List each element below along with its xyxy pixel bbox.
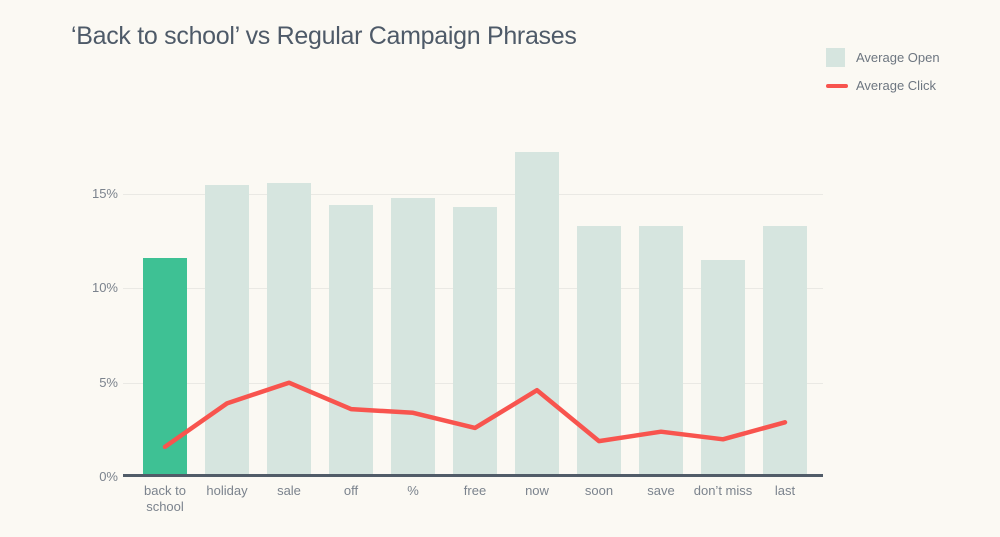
bar-holiday bbox=[205, 185, 249, 477]
x-label-back-to-school: back to school bbox=[144, 483, 186, 514]
bar-free bbox=[453, 207, 497, 477]
x-label-pct: % bbox=[407, 483, 419, 498]
x-label-last: last bbox=[774, 483, 796, 498]
y-tick-0pct: 0% bbox=[99, 469, 118, 484]
gridline-15pct bbox=[123, 194, 823, 195]
legend-label-average-open: Average Open bbox=[856, 50, 940, 65]
x-label-holiday: holiday bbox=[206, 483, 248, 498]
bar-last bbox=[763, 226, 807, 477]
average-click-line-path bbox=[162, 380, 788, 450]
plot-area bbox=[123, 140, 823, 477]
x-axis-line bbox=[123, 474, 823, 477]
x-label-soon: soon bbox=[584, 483, 614, 498]
legend-label-average-click: Average Click bbox=[856, 78, 936, 93]
legend-item-average-open: Average Open bbox=[826, 48, 940, 67]
legend-item-average-click: Average Click bbox=[826, 76, 940, 95]
bar-back-to-school bbox=[143, 258, 187, 477]
average-click-line bbox=[162, 380, 788, 450]
bar-off bbox=[329, 205, 373, 477]
y-tick-15pct: 15% bbox=[91, 186, 118, 201]
x-label-now: now bbox=[525, 483, 549, 498]
x-label-save: save bbox=[647, 483, 675, 498]
y-tick-5pct: 5% bbox=[99, 375, 118, 390]
x-label-don-t-miss: don’t miss bbox=[693, 483, 753, 498]
legend: Average Open Average Click bbox=[826, 48, 940, 104]
bar-soon bbox=[577, 226, 621, 477]
bar-pct bbox=[391, 198, 435, 477]
x-label-sale: sale bbox=[277, 483, 301, 498]
bar-sale bbox=[267, 183, 311, 477]
y-tick-10pct: 10% bbox=[91, 280, 118, 295]
x-label-off: off bbox=[343, 483, 359, 498]
chart-title: ‘Back to school’ vs Regular Campaign Phr… bbox=[71, 22, 577, 50]
bar-now bbox=[515, 152, 559, 477]
average-open-swatch-icon bbox=[826, 48, 845, 67]
average-click-line-icon bbox=[826, 83, 848, 88]
x-label-free: free bbox=[463, 483, 487, 498]
